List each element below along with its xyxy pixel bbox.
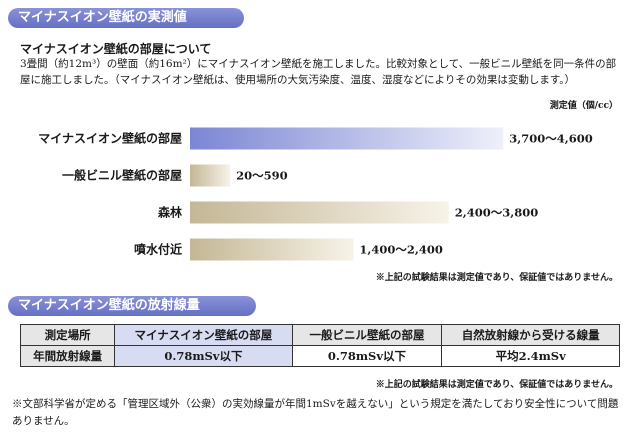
section2-title: マイナスイオン壁紙の放射線量: [8, 296, 256, 316]
chart-svg: マイナスイオン壁紙の部屋 3,700～4,600 一般ビニル壁紙の部屋 20～590 森…: [38, 127, 593, 261]
table-header: 一般ビニル壁紙の部屋: [291, 324, 443, 346]
table-header-row: 測定場所 マイナスイオン壁紙の部屋 一般ビニル壁紙の部屋 自然放射線から受ける線…: [19, 324, 620, 346]
section1-description: 3畳間（約12m³）の壁面（約16m²）にマイナスイオン壁紙を施工しました。比較…: [20, 58, 617, 86]
ion-bar-chart: マイナスイオン壁紙の部屋 3,700～4,600 一般ビニル壁紙の部屋 20～590 森…: [0, 116, 636, 266]
chart-category-label: 一般ビニル壁紙の部屋: [62, 168, 182, 183]
table-cell: 0.78mSv以下: [291, 345, 443, 367]
table-header: 自然放射線から受ける線量: [441, 324, 620, 346]
table-cell: 0.78mSv以下: [114, 345, 293, 367]
chart-bar: [190, 164, 231, 187]
chart-value-label: 20～590: [236, 169, 288, 183]
chart-category-label: マイナスイオン壁紙の部屋: [38, 131, 182, 146]
table-row: 年間放射線量 0.78mSv以下 0.78mSv以下 平均2.4mSv: [19, 345, 620, 367]
chart-category-label: 噴水付近: [134, 242, 182, 257]
section1-subhead: マイナスイオン壁紙の部屋について: [20, 42, 212, 56]
chart-value-label: 1,400～2,400: [359, 243, 443, 257]
section1-title: マイナスイオン壁紙の実測値: [8, 8, 244, 28]
table-header: マイナスイオン壁紙の部屋: [114, 324, 293, 346]
chart-bar: [190, 201, 449, 224]
section2-note: ※上記の試験結果は測定値であり、保証値ではありません。: [375, 380, 618, 390]
chart-category-label: 森林: [158, 205, 182, 220]
chart-value-label: 2,400～3,800: [455, 206, 539, 220]
footer-note: ※文部科学省が定める「管理区域外（公衆）の実効線量が年間1mSvを越えない」とい…: [12, 398, 619, 427]
chart-value-label: 3,700～4,600: [509, 132, 593, 146]
table-row-label: 年間放射線量: [19, 345, 116, 367]
radiation-table: 測定場所 マイナスイオン壁紙の部屋 一般ビニル壁紙の部屋 自然放射線から受ける線…: [19, 324, 620, 367]
chart-bar: [190, 238, 354, 261]
chart-bar: [190, 127, 504, 150]
section1-note: ※上記の試験結果は測定値であり、保証値ではありません。: [375, 273, 618, 283]
unit-label: 測定値（個/cc）: [549, 101, 618, 111]
table-header: 測定場所: [19, 324, 116, 346]
table-cell: 平均2.4mSv: [441, 345, 620, 367]
